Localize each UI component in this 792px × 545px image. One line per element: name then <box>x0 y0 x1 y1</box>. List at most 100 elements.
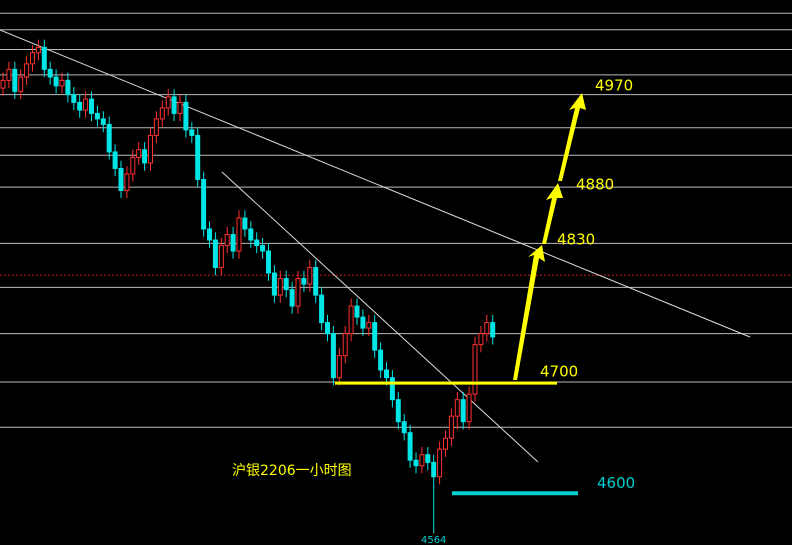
candle-body <box>183 101 189 131</box>
candle-body <box>260 245 266 252</box>
candle-body <box>224 234 230 247</box>
candle-body <box>142 149 148 164</box>
candle-body <box>106 123 112 153</box>
candle-body <box>112 151 118 169</box>
candle-body <box>83 98 89 111</box>
candle-body <box>53 76 59 87</box>
candle-body <box>348 305 354 335</box>
annotation-label: 4600 <box>597 474 635 492</box>
candle-body <box>242 217 248 230</box>
candle-body <box>407 432 413 461</box>
candle-body <box>124 173 130 191</box>
candle-body <box>89 98 94 114</box>
candle-body <box>59 79 65 87</box>
candle-body <box>366 322 372 329</box>
candle-body <box>437 448 443 478</box>
low-label: 4564 <box>421 535 446 545</box>
candle-body <box>71 94 77 103</box>
arrow <box>542 183 563 244</box>
candle-body <box>401 421 407 434</box>
candle-body <box>77 101 83 111</box>
candle-body <box>65 79 71 96</box>
candle-body <box>24 63 30 78</box>
candle-body <box>301 278 307 285</box>
candle-body <box>6 68 12 81</box>
candle-body <box>18 76 24 92</box>
candle-body <box>466 393 472 423</box>
candle-body <box>41 46 47 70</box>
candle-body <box>130 156 136 175</box>
candle-body <box>431 461 437 478</box>
candle-body <box>289 289 295 307</box>
candle-body <box>460 399 466 423</box>
candle-body <box>448 415 454 439</box>
arrow <box>558 93 586 181</box>
candle-body <box>153 118 159 136</box>
candle-body <box>443 437 448 450</box>
candle-body <box>283 278 289 291</box>
candle-body <box>378 349 384 371</box>
chart-title: 沪银2206一小时图 <box>232 463 352 479</box>
candle-body <box>330 333 336 379</box>
candle-body <box>266 250 271 274</box>
annotation-label: 4700 <box>540 363 578 381</box>
candle-body <box>484 322 490 335</box>
candle-body <box>207 228 212 241</box>
candle-body <box>336 355 342 379</box>
candle-body <box>425 454 431 463</box>
candle-body <box>360 316 366 329</box>
candle-body <box>389 377 395 401</box>
candle-body <box>189 129 195 136</box>
candle-body <box>271 272 277 296</box>
candle-body <box>277 278 283 296</box>
candle-body <box>171 96 177 114</box>
candle-body <box>395 399 401 423</box>
annotation-label: 4970 <box>595 76 633 94</box>
annotations: 4970 4880 4830 4700 4600 <box>335 76 635 496</box>
candle-body <box>354 305 360 318</box>
candle-body <box>30 52 35 65</box>
candle-body <box>165 96 171 109</box>
candle-body <box>248 228 254 241</box>
candle-body <box>319 294 325 324</box>
candle-body <box>413 459 419 467</box>
annotation-label: 4880 <box>576 175 614 193</box>
candle-body <box>254 239 260 247</box>
trend-line <box>0 29 751 338</box>
candle-body <box>47 68 53 78</box>
candle-body <box>236 217 242 252</box>
candle-body <box>35 46 41 54</box>
candle-body <box>201 178 207 230</box>
candle-body <box>148 134 153 164</box>
candle-body <box>490 322 496 338</box>
candle-body <box>12 68 18 92</box>
candle-body <box>118 167 124 191</box>
candle-body <box>372 322 378 351</box>
candle-body <box>218 245 224 269</box>
candle-body <box>159 107 165 120</box>
candle-body <box>454 399 460 417</box>
candle-body <box>325 322 330 335</box>
candle-body <box>136 149 142 158</box>
candle-body <box>0 79 6 89</box>
candle-body <box>100 118 106 125</box>
arrow <box>513 245 545 380</box>
trend-line <box>221 171 539 463</box>
candle-body <box>230 234 236 252</box>
annotation-label: 4830 <box>557 231 595 249</box>
candle-body <box>342 333 348 357</box>
candle-body <box>177 101 183 114</box>
candle-body <box>478 333 484 346</box>
candle-body <box>384 369 389 379</box>
candle-body <box>472 344 478 395</box>
candle-body <box>419 454 425 467</box>
candle-body <box>212 239 218 269</box>
candle-body <box>195 134 201 180</box>
candle-body <box>94 112 100 120</box>
candle-body <box>313 267 319 296</box>
levels <box>0 12 792 428</box>
candles: 4564 <box>0 39 496 545</box>
candle-body <box>307 267 313 285</box>
candle-body <box>295 278 301 307</box>
